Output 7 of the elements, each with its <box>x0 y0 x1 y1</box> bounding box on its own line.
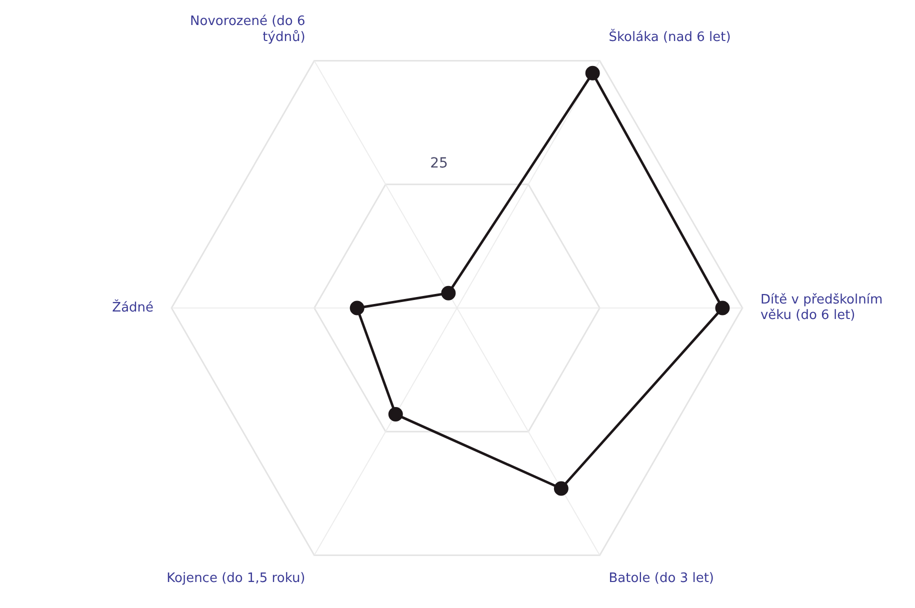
spoke-label: Školáka (nad 6 let) <box>608 28 731 45</box>
spoke-label: Batole (do 3 let) <box>608 570 714 586</box>
spoke-label: Žádné <box>112 298 154 316</box>
spoke-label: Dítě v předškolním věku (do 6 let) <box>760 292 883 324</box>
spoke-label: Kojence (do 1,5 roku) <box>166 570 306 586</box>
text: 25 <box>430 156 448 172</box>
spoke-label: Novorozené (do 6 týdnů) <box>190 14 306 45</box>
